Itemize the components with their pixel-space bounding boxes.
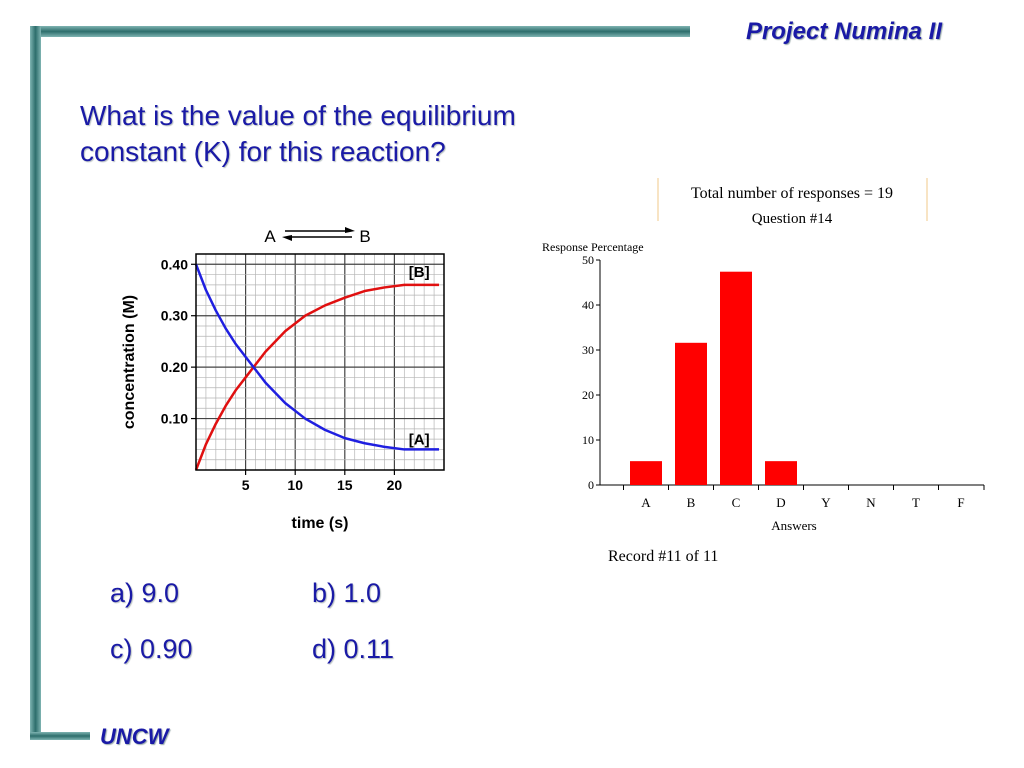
series-label-a: [A] [409, 431, 430, 448]
concentration-chart: [B] [A] 5 10 15 20 0.40 0.30 0.20 0.10 A B time … [121, 227, 445, 532]
plot-frame [195, 253, 445, 471]
y-axis-label: concentration (M) [121, 295, 138, 429]
series-line-b [194, 283, 440, 471]
response-y-tick-label: 10 [582, 433, 594, 447]
answer-a[interactable]: a) 9.0 [110, 578, 180, 608]
response-y-tick-label: 0 [588, 478, 594, 492]
answer-c[interactable]: c) 0.90 [110, 634, 193, 664]
response-category-label: N [866, 495, 876, 510]
y-tick-label: 0.10 [161, 411, 188, 427]
y-tick-label: 0.20 [161, 359, 188, 375]
response-x-label: Answers [771, 518, 817, 533]
response-category-label: Y [821, 495, 831, 510]
response-y-tick-label: 50 [582, 253, 594, 267]
response-category-label: T [912, 495, 920, 510]
response-total: Total number of responses = 19 [691, 185, 893, 202]
x-tick-label: 15 [337, 477, 353, 493]
x-tick-label: 10 [287, 477, 303, 493]
question-line-1: What is the value of the equilibrium [80, 100, 516, 131]
x-axis-label: time (s) [292, 515, 349, 532]
concentration-grid [196, 254, 444, 470]
footer-org: UNCW [100, 724, 169, 749]
response-header-box: Total number of responses = 19 Question … [657, 178, 928, 227]
response-y-label: Response Percentage [542, 240, 644, 254]
question-text: What is the value of the equilibrium con… [80, 98, 600, 170]
response-y-tick-label: 40 [582, 298, 594, 312]
header-accent-bar [30, 26, 690, 37]
reaction-right-species: B [359, 227, 370, 246]
x-tick-label: 20 [387, 477, 403, 493]
record-indicator: Record #11 of 11 [608, 548, 718, 565]
y-tick-label: 0.40 [161, 256, 188, 272]
series-line-a [194, 263, 440, 451]
left-accent-bar [30, 26, 41, 738]
y-tick-label: 0.30 [161, 308, 188, 324]
brand-title: Project Numina II [745, 18, 942, 45]
response-category-label: C [732, 495, 741, 510]
response-axes [599, 260, 984, 486]
concentration-ticks: 5 10 15 20 0.40 0.30 0.20 0.10 [161, 256, 403, 493]
response-bar-a [630, 461, 662, 485]
response-chart: Total number of responses = 19 Question … [542, 178, 985, 565]
response-category-label: A [641, 495, 651, 510]
series-label-b: [B] [409, 264, 430, 281]
x-tick-label: 5 [242, 477, 250, 493]
response-y-tick-label: 20 [582, 388, 594, 402]
answer-d[interactable]: d) 0.11 [312, 634, 395, 664]
response-y-tick-label: 30 [582, 343, 594, 357]
response-bars [630, 271, 797, 485]
response-bar-c [720, 271, 752, 485]
response-ticks: 50 40 30 20 10 0 A B C D Y N T F [582, 253, 985, 510]
response-bar-d [765, 461, 797, 485]
response-bar-b [675, 342, 707, 485]
response-category-label: D [776, 495, 785, 510]
response-category-label: B [687, 495, 696, 510]
question-line-2: constant (K) for this reaction? [80, 136, 446, 167]
equilibrium-arrows-icon [282, 227, 355, 241]
response-category-label: F [957, 495, 964, 510]
answer-b[interactable]: b) 1.0 [312, 578, 382, 608]
question-number: Question #14 [752, 211, 833, 227]
reaction-left-species: A [264, 227, 276, 246]
footer-accent-bar [30, 732, 90, 740]
concentration-curves: [B] [A] [194, 263, 440, 471]
